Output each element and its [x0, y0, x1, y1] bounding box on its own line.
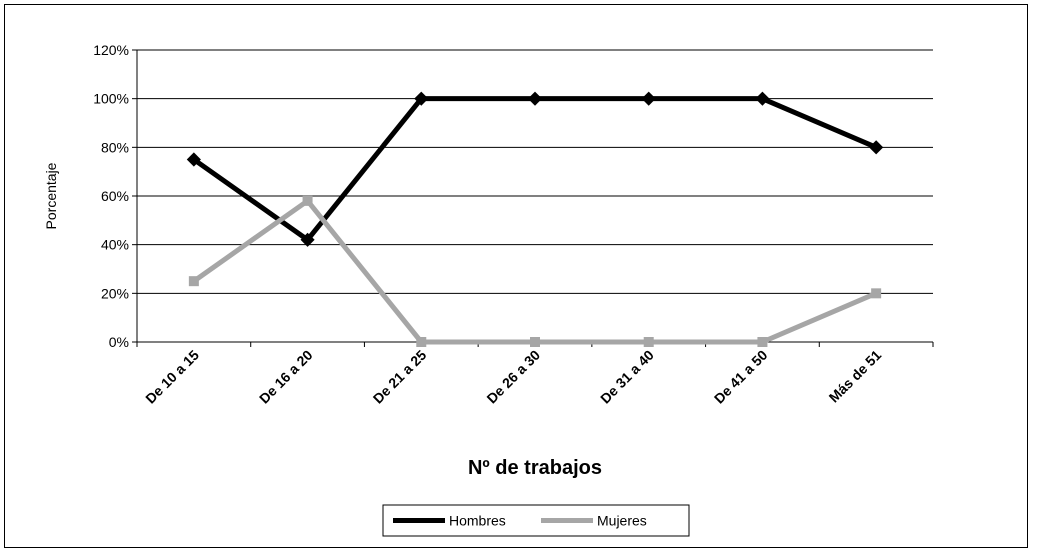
- x-tick-label: De 21 a 25: [370, 347, 430, 407]
- data-point: [527, 91, 543, 106]
- y-tick-label: 60%: [101, 188, 129, 204]
- x-axis-title: Nº de trabajos: [468, 457, 602, 479]
- data-point: [869, 140, 884, 155]
- data-point: [188, 276, 199, 287]
- data-point: [414, 91, 429, 106]
- y-tick-labels: 0% 20% 40% 60% 80% 100% 120%: [93, 42, 129, 350]
- chart-frame: [4, 4, 1028, 548]
- legend: Hombres Mujeres: [382, 504, 690, 537]
- data-point: [871, 288, 882, 299]
- y-tick-label: 20%: [101, 285, 129, 301]
- data-point: [302, 195, 313, 206]
- series-line-mujeres: [192, 198, 878, 345]
- series-line-hombres: [192, 96, 878, 243]
- data-point: [641, 91, 656, 106]
- x-tick-label: De 31 a 40: [597, 347, 657, 407]
- y-axis-title: Porcentaje: [43, 162, 59, 229]
- y-tick-label: 0%: [109, 334, 129, 350]
- data-point: [755, 91, 770, 106]
- x-tick-labels: De 10 a 15 De 16 a 20 De 21 a 25 De 26 a 30…: [142, 347, 884, 407]
- x-tick-label: Más de 51: [826, 347, 885, 406]
- data-point: [757, 337, 768, 347]
- data-point: [643, 337, 654, 347]
- data-point: [416, 337, 427, 347]
- data-point: [300, 232, 315, 247]
- x-tick-label: De 41 a 50: [711, 347, 771, 407]
- data-point: [186, 152, 201, 167]
- legend-label: Hombres: [449, 513, 506, 529]
- x-tick-label: De 10 a 15: [142, 347, 202, 407]
- x-tick-label: De 26 a 30: [483, 347, 543, 407]
- x-tick-label: De 16 a 20: [256, 347, 316, 407]
- legend-label: Mujeres: [597, 513, 647, 529]
- gridlines: [137, 49, 933, 294]
- y-tick-label: 40%: [101, 237, 129, 253]
- y-tick-label: 80%: [101, 139, 129, 155]
- y-tick-label: 100%: [93, 91, 129, 107]
- data-point: [530, 337, 540, 347]
- y-tick-label: 120%: [93, 42, 129, 58]
- series-lines: [186, 91, 884, 347]
